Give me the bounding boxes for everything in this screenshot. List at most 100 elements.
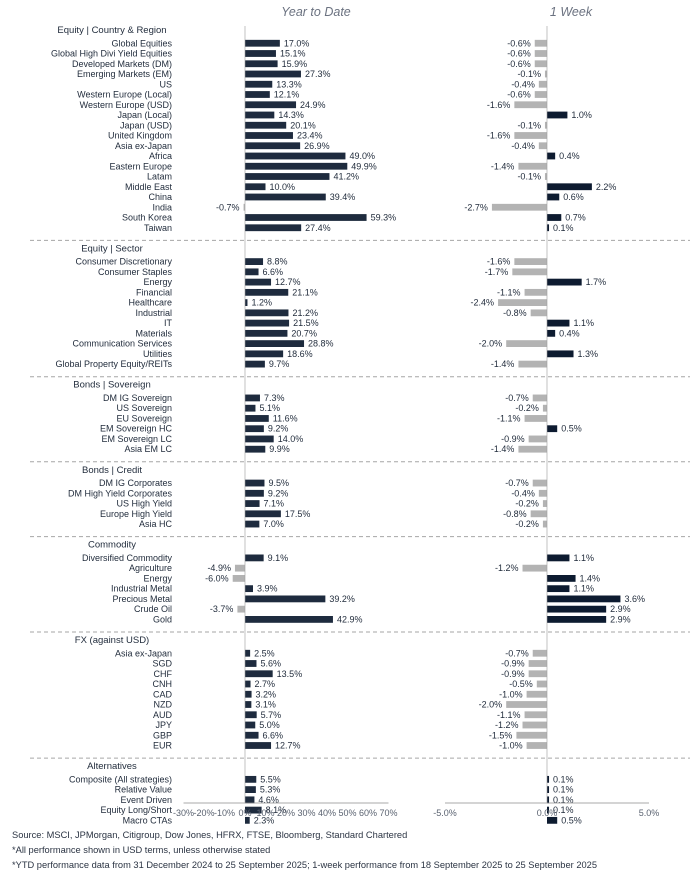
ytd-tick-label: 30% (297, 808, 315, 818)
ytd-value-label: 9.2% (268, 488, 289, 498)
week-value-label: -0.2% (515, 519, 539, 529)
week-value-label: 1.4% (580, 573, 601, 583)
week-bar (524, 415, 547, 422)
week-value-label: 1.3% (578, 349, 599, 359)
ytd-value-label: 5.6% (260, 659, 281, 669)
week-value-label: -1.6% (487, 257, 511, 267)
ytd-bar (245, 394, 260, 402)
week-value-label: -1.4% (491, 359, 515, 369)
row-label: Equity Long/Short (100, 805, 172, 815)
week-bar (528, 660, 547, 667)
row-label: Europe High Yield (100, 509, 172, 519)
week-bar (538, 142, 547, 150)
week-bar (547, 796, 550, 804)
week-bar (547, 595, 621, 603)
ytd-tick-label: -30% (173, 808, 194, 818)
ytd-bar (245, 445, 266, 453)
ytd-value-label: 21.2% (292, 308, 318, 318)
ytd-value-label: 11.6% (273, 413, 298, 423)
week-bar (534, 91, 547, 98)
row-label: CAD (153, 689, 173, 699)
week-value-label: -0.9% (501, 669, 525, 679)
row-label: India (152, 202, 172, 212)
week-bar (547, 193, 560, 201)
row-label: EU Sovereign (116, 413, 172, 423)
ytd-bar (245, 786, 256, 793)
chart-axes: -30% -20% -10% 0% 10% 20% 30% 40% 50% 60% 70% -5.0%… (173, 26, 659, 818)
week-value-label: 3.6% (624, 594, 645, 604)
week-bar (547, 616, 607, 623)
row-label: Western Europe (Local) (77, 90, 172, 100)
week-bar (514, 101, 547, 109)
ytd-bar (245, 173, 330, 180)
ytd-bar (245, 121, 287, 129)
ytd-tick-label: 10% (256, 808, 274, 818)
row-label: China (148, 192, 172, 202)
row-label: Developed Markets (DM) (72, 59, 172, 69)
ytd-bar (245, 288, 289, 296)
row-label: South Korea (122, 213, 172, 223)
ytd-value-label: 14.3% (278, 110, 304, 120)
week-value-label: -0.6% (507, 90, 531, 100)
ytd-bar (245, 70, 301, 78)
week-bar (547, 278, 582, 286)
ytd-bar (245, 101, 297, 109)
week-value-label: 0.5% (561, 815, 582, 825)
week-value-label: 0.6% (563, 192, 584, 202)
row-label: Global Equities (111, 38, 172, 48)
row-label: Africa (149, 151, 172, 161)
week-value-label: -0.5% (509, 679, 533, 689)
week-value-label: 0.1% (553, 785, 574, 795)
row-label: Crude Oil (134, 604, 172, 614)
week-bar (547, 816, 558, 824)
ytd-value-label: 6.6% (263, 730, 284, 740)
footnote-period: *YTD performance data from 31 December 2… (12, 860, 598, 870)
week-bar (547, 214, 562, 221)
row-label: Industrial (135, 308, 172, 318)
row-label: GBP (153, 730, 172, 740)
ytd-value-label: 14.0% (278, 434, 304, 444)
ytd-tick-label: -20% (193, 808, 214, 818)
week-bar (547, 224, 550, 232)
ytd-value-label: 2.3% (254, 815, 275, 825)
week-bar (547, 775, 550, 783)
week-value-label: -1.0% (499, 741, 523, 751)
ytd-value-label: 2.5% (254, 648, 275, 658)
row-label: Japan (USD) (120, 120, 172, 130)
row-label: Emerging Markets (EM) (77, 69, 172, 79)
row-label: EM Sovereign HC (100, 424, 173, 434)
ytd-bar (245, 690, 252, 698)
week-value-label: 0.1% (553, 805, 574, 815)
ytd-bar (245, 278, 272, 286)
row-label: Energy (143, 277, 172, 287)
row-label: CHF (154, 669, 173, 679)
ytd-value-label: 39.4% (330, 192, 356, 202)
week-bar (522, 564, 547, 572)
ytd-bar (245, 224, 302, 232)
ytd-bar (245, 415, 269, 422)
ytd-bar (245, 479, 265, 487)
ytd-value-label: 39.2% (329, 594, 355, 604)
week-value-label: -1.0% (499, 689, 523, 699)
ytd-bar (245, 554, 264, 562)
row-label: NZD (154, 700, 173, 710)
ytd-bar (245, 80, 273, 88)
week-value-label: -0.8% (503, 308, 527, 318)
ytd-value-label: -4.9% (207, 563, 231, 573)
ytd-value-label: 18.6% (287, 349, 313, 359)
week-value-label: -0.4% (511, 141, 535, 151)
week-value-label: -0.1% (517, 120, 541, 130)
week-value-label: -0.6% (507, 49, 531, 59)
ytd-bar (245, 258, 264, 265)
row-label: Taiwan (144, 223, 172, 233)
week-tick-label: -5.0% (433, 808, 457, 818)
row-label: Asia EM LC (124, 444, 172, 454)
week-bar (530, 510, 547, 518)
row-label: Diversified Commodity (82, 553, 173, 563)
ytd-bar (245, 50, 276, 57)
ytd-bar (245, 500, 260, 507)
section-title: Bonds | Sovereign (73, 380, 150, 391)
week-value-label: 0.7% (565, 213, 586, 223)
ytd-tick-label: -10% (214, 808, 235, 818)
ytd-bar (245, 132, 293, 139)
